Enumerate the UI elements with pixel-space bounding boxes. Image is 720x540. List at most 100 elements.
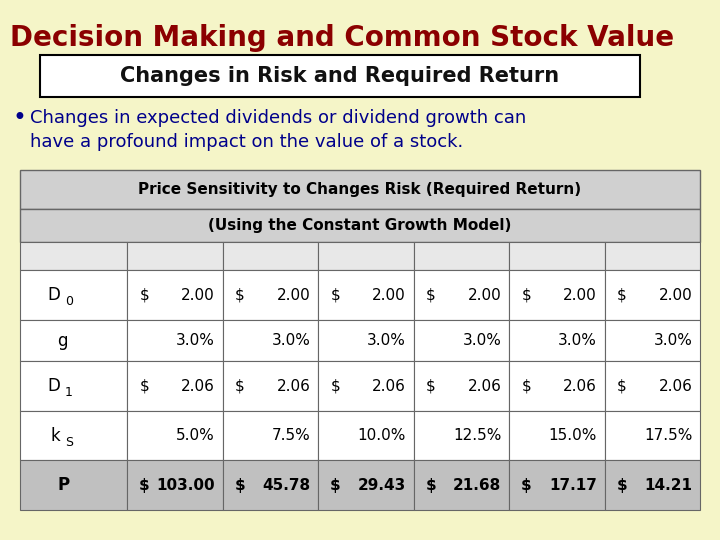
Bar bbox=[509, 271, 605, 320]
Text: $: $ bbox=[617, 288, 626, 302]
Text: 45.78: 45.78 bbox=[262, 478, 310, 492]
Bar bbox=[222, 320, 318, 361]
Bar bbox=[413, 361, 509, 411]
Text: $: $ bbox=[330, 288, 340, 302]
Text: 3.0%: 3.0% bbox=[271, 333, 310, 348]
Text: k: k bbox=[51, 427, 60, 445]
Text: P: P bbox=[58, 476, 70, 494]
Text: $: $ bbox=[235, 379, 245, 394]
Text: $: $ bbox=[617, 379, 626, 394]
Text: 2.00: 2.00 bbox=[276, 288, 310, 302]
Bar bbox=[413, 411, 509, 461]
Bar bbox=[20, 411, 127, 461]
Text: 103.00: 103.00 bbox=[156, 478, 215, 492]
Text: Decision Making and Common Stock Value: Decision Making and Common Stock Value bbox=[10, 24, 674, 52]
Bar bbox=[605, 411, 700, 461]
Text: $: $ bbox=[426, 478, 436, 492]
Bar bbox=[413, 271, 509, 320]
Bar bbox=[509, 461, 605, 510]
Bar bbox=[509, 320, 605, 361]
Text: $: $ bbox=[235, 288, 245, 302]
Bar bbox=[605, 461, 700, 510]
Bar bbox=[318, 361, 413, 411]
Text: 2.00: 2.00 bbox=[181, 288, 215, 302]
Text: 3.0%: 3.0% bbox=[558, 333, 597, 348]
Text: 2.00: 2.00 bbox=[372, 288, 406, 302]
Text: $: $ bbox=[426, 288, 436, 302]
Text: 3.0%: 3.0% bbox=[176, 333, 215, 348]
Text: 14.21: 14.21 bbox=[644, 478, 693, 492]
Bar bbox=[318, 241, 413, 271]
Text: 2.06: 2.06 bbox=[467, 379, 501, 394]
Text: $: $ bbox=[616, 478, 627, 492]
Text: 2.06: 2.06 bbox=[276, 379, 310, 394]
Text: 5.0%: 5.0% bbox=[176, 428, 215, 443]
Text: 2.06: 2.06 bbox=[563, 379, 597, 394]
Text: 12.5%: 12.5% bbox=[453, 428, 501, 443]
Text: 17.17: 17.17 bbox=[549, 478, 597, 492]
Bar bbox=[413, 241, 509, 271]
Bar bbox=[509, 361, 605, 411]
Bar bbox=[509, 241, 605, 271]
Bar bbox=[605, 271, 700, 320]
Text: have a profound impact on the value of a stock.: have a profound impact on the value of a… bbox=[30, 133, 463, 151]
Text: 0: 0 bbox=[65, 295, 73, 308]
Text: •: • bbox=[12, 106, 26, 130]
Text: 21.68: 21.68 bbox=[453, 478, 501, 492]
Text: S: S bbox=[65, 436, 73, 449]
Text: $: $ bbox=[330, 478, 341, 492]
Text: 2.06: 2.06 bbox=[372, 379, 406, 394]
Text: 15.0%: 15.0% bbox=[549, 428, 597, 443]
Text: 2.00: 2.00 bbox=[468, 288, 501, 302]
Bar bbox=[127, 411, 222, 461]
Bar bbox=[318, 271, 413, 320]
Bar bbox=[318, 320, 413, 361]
Text: $: $ bbox=[426, 379, 436, 394]
Bar bbox=[20, 361, 127, 411]
Bar bbox=[605, 241, 700, 271]
Text: $: $ bbox=[235, 478, 245, 492]
Text: $: $ bbox=[330, 379, 340, 394]
Text: D: D bbox=[48, 377, 60, 395]
Bar bbox=[127, 271, 222, 320]
Text: D: D bbox=[48, 286, 60, 304]
Bar bbox=[20, 241, 127, 271]
Text: 7.5%: 7.5% bbox=[271, 428, 310, 443]
Bar bbox=[20, 271, 127, 320]
Bar bbox=[222, 271, 318, 320]
Text: g: g bbox=[58, 332, 68, 350]
Bar bbox=[222, 241, 318, 271]
Bar bbox=[127, 361, 222, 411]
Bar bbox=[509, 411, 605, 461]
Bar bbox=[40, 55, 640, 97]
Bar bbox=[413, 320, 509, 361]
Text: $: $ bbox=[139, 478, 150, 492]
Text: Price Sensitivity to Changes Risk (Required Return): Price Sensitivity to Changes Risk (Requi… bbox=[138, 182, 582, 197]
Text: $: $ bbox=[521, 478, 531, 492]
Bar bbox=[222, 461, 318, 510]
Text: $: $ bbox=[140, 379, 149, 394]
Text: 2.06: 2.06 bbox=[181, 379, 215, 394]
Text: 29.43: 29.43 bbox=[358, 478, 406, 492]
Text: $: $ bbox=[521, 379, 531, 394]
Text: 2.00: 2.00 bbox=[563, 288, 597, 302]
Bar bbox=[605, 320, 700, 361]
Text: $: $ bbox=[521, 288, 531, 302]
Bar bbox=[20, 461, 127, 510]
Bar bbox=[127, 241, 222, 271]
Bar bbox=[413, 461, 509, 510]
Text: $: $ bbox=[140, 288, 149, 302]
Bar bbox=[318, 411, 413, 461]
Text: 17.5%: 17.5% bbox=[644, 428, 693, 443]
Text: Changes in Risk and Required Return: Changes in Risk and Required Return bbox=[120, 66, 559, 86]
Text: (Using the Constant Growth Model): (Using the Constant Growth Model) bbox=[208, 218, 512, 233]
Text: 3.0%: 3.0% bbox=[462, 333, 501, 348]
Bar bbox=[127, 461, 222, 510]
Text: 3.0%: 3.0% bbox=[654, 333, 693, 348]
Bar bbox=[222, 361, 318, 411]
Bar bbox=[318, 461, 413, 510]
Bar bbox=[222, 411, 318, 461]
Bar bbox=[20, 170, 700, 209]
Bar bbox=[20, 320, 127, 361]
Text: 10.0%: 10.0% bbox=[358, 428, 406, 443]
